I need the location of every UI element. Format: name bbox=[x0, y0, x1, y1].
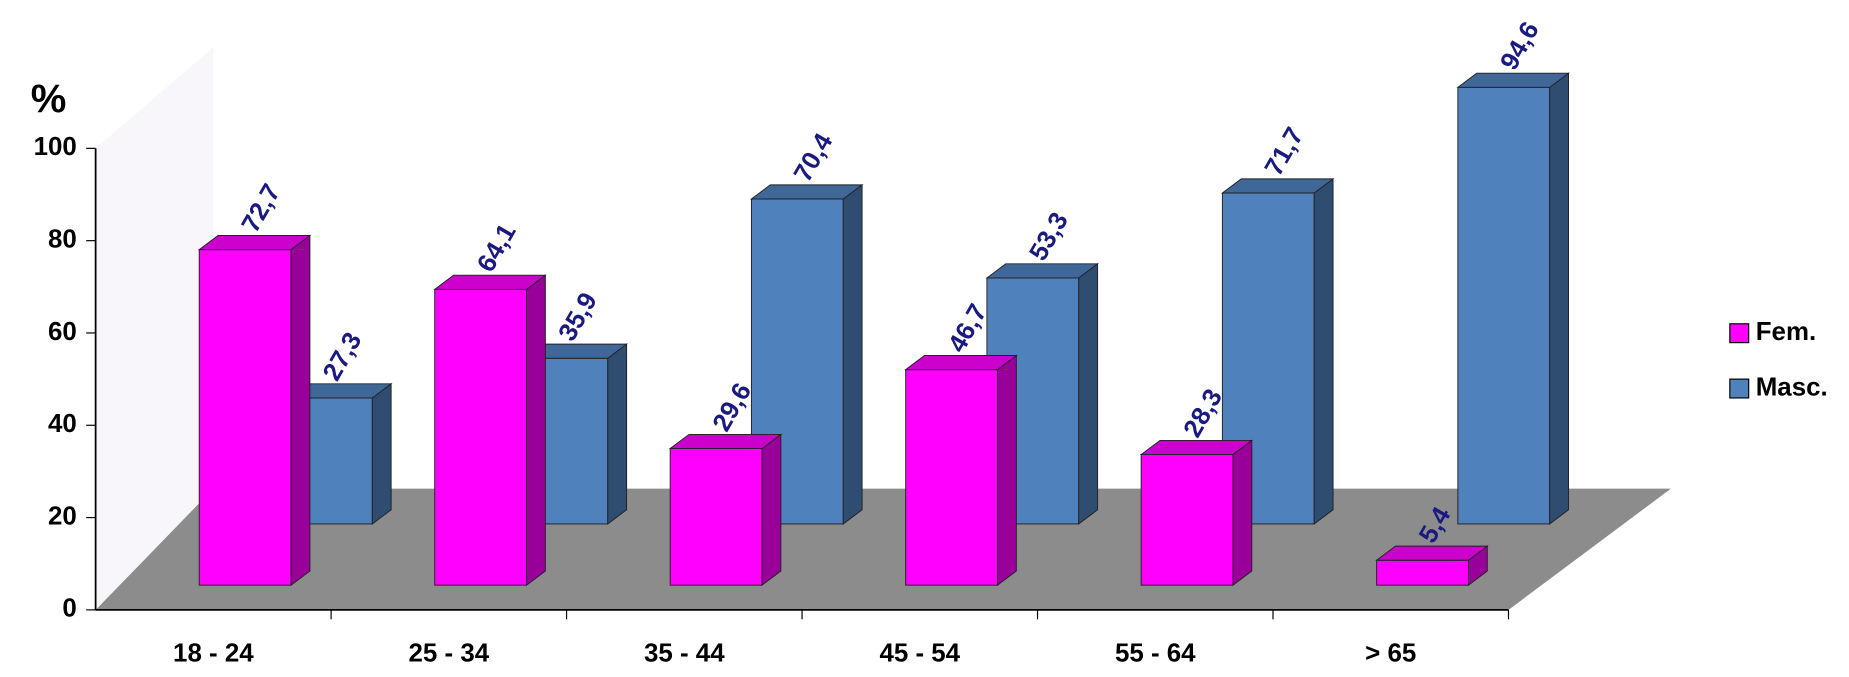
value-label: 94,6 bbox=[1495, 17, 1544, 75]
bar-top bbox=[197, 235, 312, 251]
x-tick-label: 55 - 64 bbox=[1115, 639, 1196, 667]
bar-side bbox=[526, 274, 546, 587]
bar-side bbox=[761, 433, 782, 587]
bar-top bbox=[433, 274, 547, 290]
legend-label: Fem. bbox=[1756, 318, 1816, 346]
bar-top bbox=[985, 263, 1099, 279]
bar-top bbox=[1375, 545, 1489, 561]
bar-front bbox=[1457, 86, 1551, 525]
y-tick-label: 40 bbox=[48, 410, 77, 438]
bar-top bbox=[1456, 72, 1570, 88]
y-tick-label: 80 bbox=[48, 226, 77, 254]
y-tick-label: 60 bbox=[48, 318, 77, 346]
value-label: 70,4 bbox=[789, 128, 839, 186]
x-tick-label: 18 - 24 bbox=[173, 639, 254, 667]
value-label: 64,1 bbox=[472, 219, 521, 277]
y-tick-label: 0 bbox=[62, 595, 76, 623]
x-tick-label: 25 - 34 bbox=[409, 639, 490, 667]
bar-side bbox=[371, 382, 392, 525]
x-tick-label: 35 - 44 bbox=[644, 639, 725, 667]
bar-top bbox=[668, 433, 783, 450]
value-label: 27,3 bbox=[318, 328, 367, 386]
bar-top bbox=[750, 184, 864, 200]
bar-side bbox=[607, 343, 628, 525]
side-wall bbox=[95, 47, 214, 610]
bar-top bbox=[1139, 439, 1254, 456]
bar-side bbox=[290, 234, 311, 587]
bar-front bbox=[198, 249, 292, 586]
value-label: 29,6 bbox=[708, 378, 757, 436]
x-tick-label: > 65 bbox=[1365, 639, 1416, 667]
value-label: 28,3 bbox=[1179, 384, 1228, 442]
bar-front bbox=[434, 288, 528, 586]
legend-swatch bbox=[1729, 323, 1750, 344]
bar-front bbox=[1376, 559, 1469, 586]
y-axis-label: % bbox=[31, 77, 67, 121]
bar-side bbox=[1078, 262, 1099, 525]
value-label: 35,9 bbox=[553, 288, 602, 346]
bar-front bbox=[669, 448, 763, 586]
bar-side bbox=[1232, 439, 1253, 587]
y-tick-label: 20 bbox=[48, 502, 77, 530]
bar-side bbox=[1549, 72, 1570, 525]
value-label: 46,7 bbox=[943, 300, 992, 358]
legend-swatch bbox=[1729, 378, 1750, 399]
bar-front bbox=[1140, 454, 1234, 586]
x-tick-label: 45 - 54 bbox=[879, 639, 960, 667]
bar-side bbox=[997, 354, 1017, 587]
bar-side bbox=[842, 183, 863, 525]
y-tick-label: 100 bbox=[34, 133, 77, 161]
value-label: 72,7 bbox=[237, 180, 286, 238]
bar-front bbox=[905, 369, 998, 586]
value-label: 71,7 bbox=[1260, 123, 1309, 181]
bar-side bbox=[1313, 177, 1334, 525]
bar-top bbox=[904, 355, 1018, 371]
bar-top bbox=[1220, 178, 1335, 194]
value-label: 53,3 bbox=[1024, 208, 1073, 266]
legend-label: Masc. bbox=[1756, 373, 1828, 401]
